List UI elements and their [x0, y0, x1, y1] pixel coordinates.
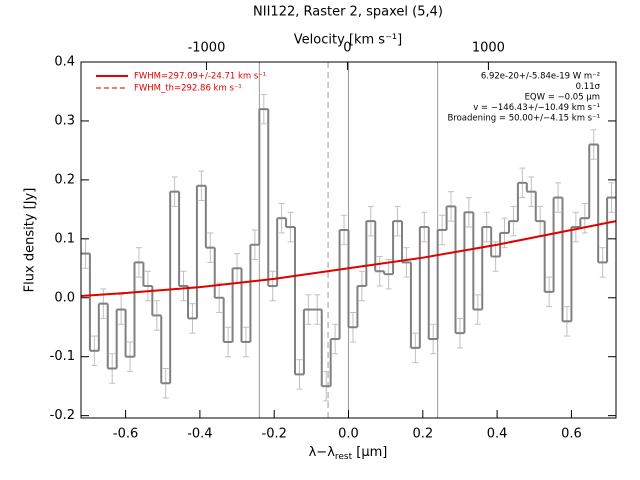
annotation: 0.11σ — [576, 82, 601, 92]
x-tick-label: 0.4 — [487, 427, 508, 442]
x2-tick-label: -1000 — [188, 41, 226, 56]
x2-axis-label: Velocity [km s⁻¹] — [294, 33, 402, 48]
x-axis-label: λ−λrest [μm] — [309, 445, 388, 462]
annotation: EQW = −0.05 μm — [525, 93, 600, 103]
y-tick-label: 0.4 — [54, 55, 75, 70]
x2-tick-label: 0 — [343, 41, 351, 56]
y-tick-label: 0.3 — [54, 113, 75, 128]
y-tick-label: -0.1 — [50, 349, 75, 364]
y-axis-label: Flux density [Jy] — [23, 188, 38, 293]
x-tick-label: 0.0 — [338, 427, 359, 442]
x-label-sub: rest — [335, 452, 353, 462]
x2-tick-label: 1000 — [472, 41, 505, 56]
chart-title: NII122, Raster 2, spaxel (5,4) — [253, 5, 443, 20]
fit-curve — [81, 220, 616, 297]
annotation: v = −146.43+/−10.49 km s⁻¹ — [473, 103, 600, 113]
plot-area — [81, 62, 616, 418]
x-tick-label: -0.4 — [187, 427, 212, 442]
x-label-tail: [μm] — [352, 445, 387, 460]
legend-label: FWHM=297.09+/-24.71 km s⁻¹ — [134, 72, 266, 82]
annotation: 6.92e-20+/-5.84e-19 W m⁻² — [481, 72, 600, 82]
y-tick-label: 0.1 — [54, 231, 75, 246]
x-label-main: λ−λ — [309, 445, 336, 460]
x-tick-label: 0.6 — [561, 427, 582, 442]
legend-label: FWHM_th=292.86 km s⁻¹ — [134, 84, 242, 94]
x-tick-label: 0.2 — [412, 427, 433, 442]
annotation: Broadening = 50.00+/−4.15 km s⁻¹ — [447, 114, 600, 124]
step-connector — [88, 109, 609, 387]
y-tick-label: 0.0 — [54, 290, 75, 305]
y-tick-label: -0.2 — [50, 408, 75, 423]
x-tick-label: -0.6 — [113, 427, 138, 442]
y-tick-label: 0.2 — [54, 172, 75, 187]
x-tick-label: -0.2 — [262, 427, 287, 442]
